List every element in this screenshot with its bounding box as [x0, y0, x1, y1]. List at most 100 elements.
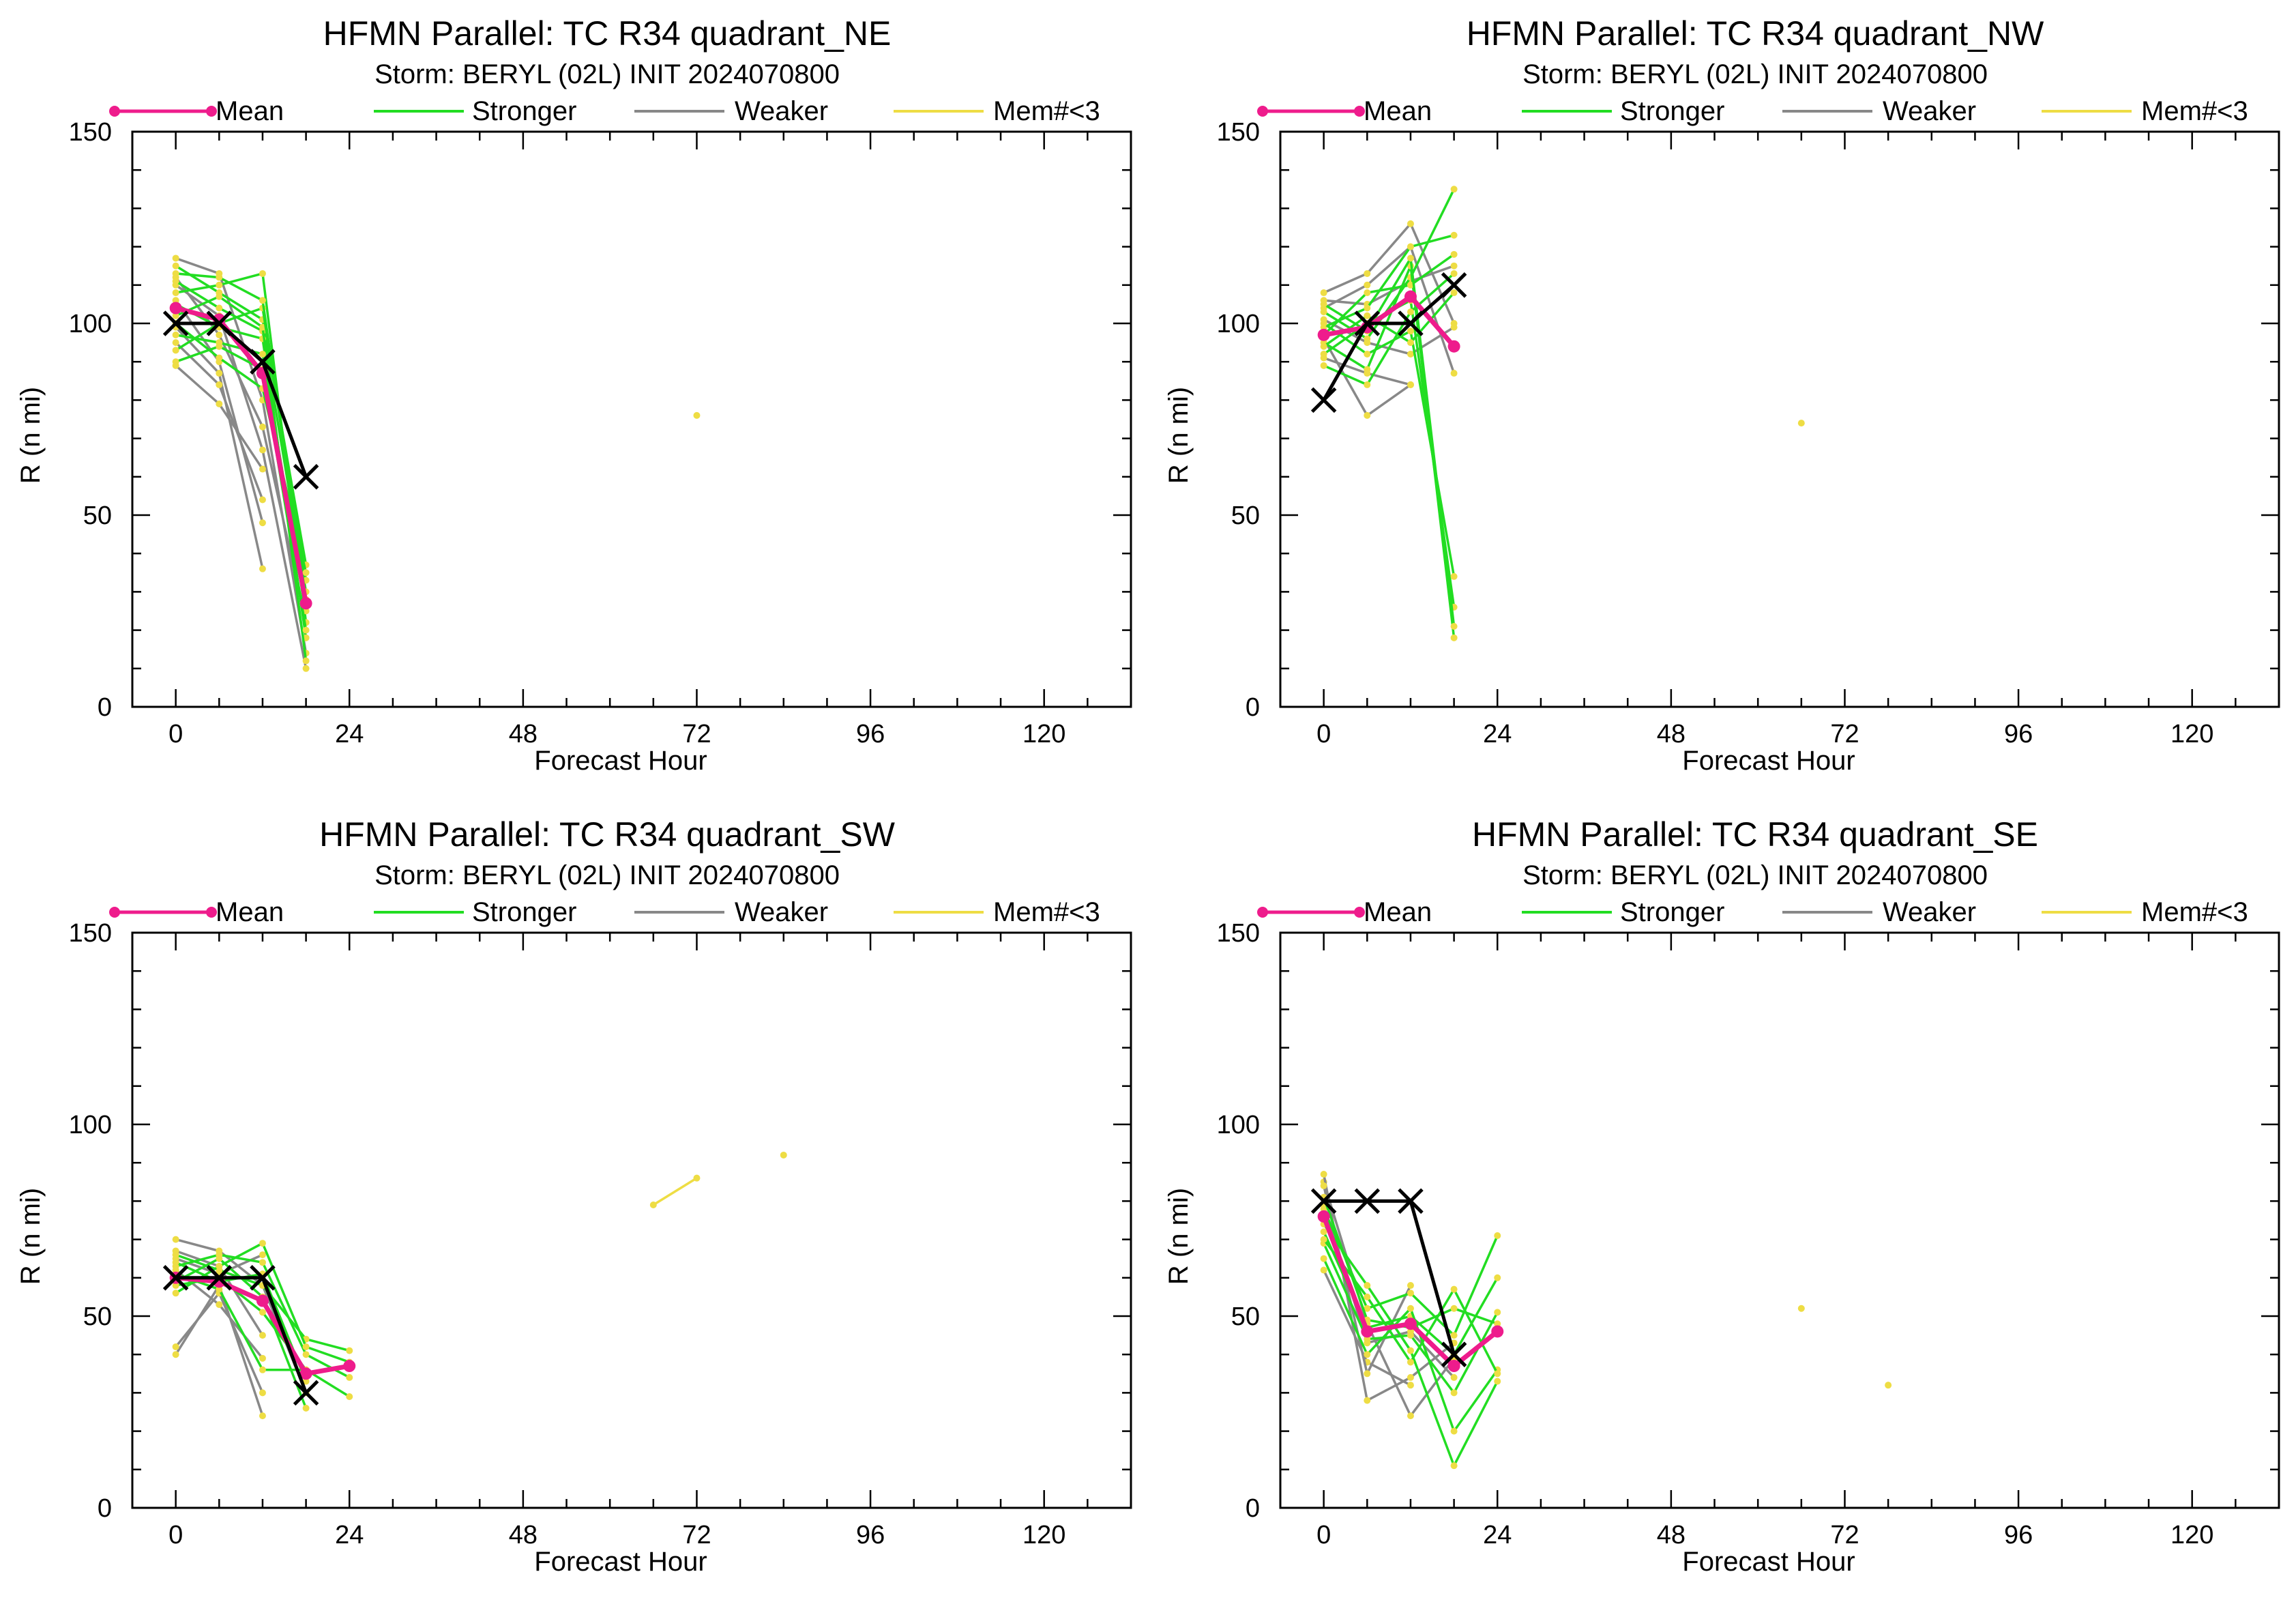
stronger-member-point: [1364, 1305, 1371, 1312]
plot-frame: [1279, 931, 2280, 1509]
legend-mean-marker: [206, 106, 217, 117]
y-tick-label: 100: [69, 1111, 112, 1139]
stronger-member-point: [1364, 381, 1371, 388]
few-member-point: [693, 411, 701, 419]
stronger-member-line: [175, 280, 308, 592]
chart-sw: HFMN Parallel: TC R34 quadrant_SW Storm:…: [16, 815, 1132, 1577]
mean-line: [175, 306, 309, 604]
x-tick-label: 120: [2170, 720, 2213, 748]
stronger-member-point: [1364, 1293, 1371, 1300]
weaker-member-point: [259, 446, 266, 454]
weaker-member-point: [1407, 1282, 1414, 1290]
weaker-member-point: [1407, 381, 1414, 388]
stronger-member-point: [172, 358, 179, 366]
stronger-member-point: [1450, 231, 1458, 239]
few-member-point: [780, 1151, 787, 1159]
panel-sw: HFMN Parallel: TC R34 quadrant_SW Storm:…: [0, 801, 1148, 1602]
legend-few-label: Mem#<3: [2141, 897, 2248, 927]
legend-stronger-label: Stronger: [1620, 96, 1724, 126]
stronger-member-point: [172, 262, 179, 270]
stronger-member-point: [172, 312, 179, 319]
legend-mean-label: Mean: [1364, 897, 1432, 927]
x-tick-label: 0: [168, 720, 183, 748]
chart-subtitle: Storm: BERYL (02L) INIT 2024070800: [1522, 860, 1988, 890]
best-track-line: [175, 321, 308, 478]
weaker-member-point: [1450, 323, 1458, 331]
y-tick-label: 100: [69, 310, 112, 338]
stronger-member-point: [216, 354, 223, 362]
x-tick-label: 24: [1483, 720, 1512, 748]
stronger-member-line: [175, 272, 308, 600]
stronger-member-point: [1364, 1282, 1371, 1290]
stronger-member-point: [1494, 1309, 1501, 1316]
weaker-member-point: [1320, 1266, 1327, 1274]
weaker-member-point: [216, 400, 223, 408]
stronger-member-point: [216, 1255, 223, 1262]
x-tick-label: 72: [682, 1521, 711, 1549]
stronger-member-point: [1450, 1462, 1458, 1470]
stronger-member-point: [1320, 320, 1327, 327]
x-tick-label: 0: [168, 1521, 183, 1549]
best-track-marker: [1310, 387, 1337, 413]
stronger-member-point: [216, 1262, 223, 1270]
stronger-member-line: [1323, 1223, 1499, 1469]
legend-few-label: Mem#<3: [2141, 96, 2248, 126]
weaker-member-point: [1364, 270, 1371, 277]
stronger-member-point: [1407, 308, 1414, 316]
chart-subtitle: Storm: BERYL (02L) INIT 2024070800: [1522, 59, 1988, 89]
stronger-member-point: [1407, 243, 1414, 250]
best-track-line: [1322, 283, 1456, 401]
few-member-line: [652, 1177, 698, 1206]
stronger-member-point: [172, 331, 179, 338]
stronger-member-point: [302, 569, 310, 577]
best-track-marker: [162, 310, 189, 336]
stronger-member-point: [1320, 1236, 1327, 1243]
stronger-member-point: [259, 297, 266, 304]
stronger-member-point: [1450, 270, 1458, 277]
x-tick-label: 24: [335, 720, 364, 748]
chart-title: HFMN Parallel: TC R34 quadrant_NE: [323, 14, 892, 53]
x-axis-label: Forecast Hour: [534, 746, 707, 776]
legend-mean-marker: [1354, 907, 1365, 918]
best-track-marker: [250, 349, 276, 375]
best-track-marker: [293, 1380, 319, 1406]
stronger-member-point: [1320, 343, 1327, 350]
chart-subtitle: Storm: BERYL (02L) INIT 2024070800: [374, 860, 840, 890]
stronger-member-point: [1494, 1232, 1501, 1239]
best-track-line: [1323, 1199, 1456, 1355]
stronger-member-point: [1364, 350, 1371, 358]
best-track-marker: [1441, 272, 1467, 298]
y-tick-label: 150: [1217, 919, 1260, 948]
x-tick-label: 24: [1483, 1521, 1512, 1549]
panel-se: HFMN Parallel: TC R34 quadrant_SE Storm:…: [1148, 801, 2296, 1602]
weaker-member-point: [1450, 1373, 1458, 1381]
weaker-member-point: [259, 1412, 266, 1420]
weaker-member-point: [1450, 370, 1458, 377]
chart-nw: HFMN Parallel: TC R34 quadrant_NW Storm:…: [1164, 14, 2280, 776]
x-axis-label: Forecast Hour: [1682, 1547, 1855, 1577]
weaker-member-point: [1320, 289, 1327, 297]
stronger-member-line: [1323, 188, 1456, 340]
stronger-member-point: [1407, 1347, 1414, 1354]
best-track-marker: [1354, 1188, 1381, 1214]
weaker-member-point: [259, 1332, 266, 1339]
y-tick-label: 0: [98, 1494, 112, 1523]
chart-title: HFMN Parallel: TC R34 quadrant_SW: [319, 815, 896, 854]
legend-weaker-label: Weaker: [1883, 96, 1976, 126]
y-tick-label: 0: [98, 693, 112, 722]
stronger-member-point: [1407, 281, 1414, 289]
stronger-member-point: [259, 350, 266, 358]
stronger-member-point: [172, 1290, 179, 1297]
stronger-member-point: [1494, 1378, 1501, 1385]
x-tick-label: 96: [856, 1521, 885, 1549]
best-track-marker: [206, 1265, 233, 1291]
best-track-marker: [1398, 310, 1424, 336]
stronger-member-point: [346, 1373, 353, 1381]
mean-point: [1361, 1325, 1374, 1338]
y-tick-label: 50: [83, 1302, 112, 1331]
legend-few-label: Mem#<3: [993, 96, 1100, 126]
stronger-member-point: [1494, 1320, 1501, 1328]
best-track-marker: [1441, 1341, 1467, 1367]
chart-title: HFMN Parallel: TC R34 quadrant_SE: [1472, 815, 2038, 854]
weaker-member-line: [175, 364, 264, 470]
